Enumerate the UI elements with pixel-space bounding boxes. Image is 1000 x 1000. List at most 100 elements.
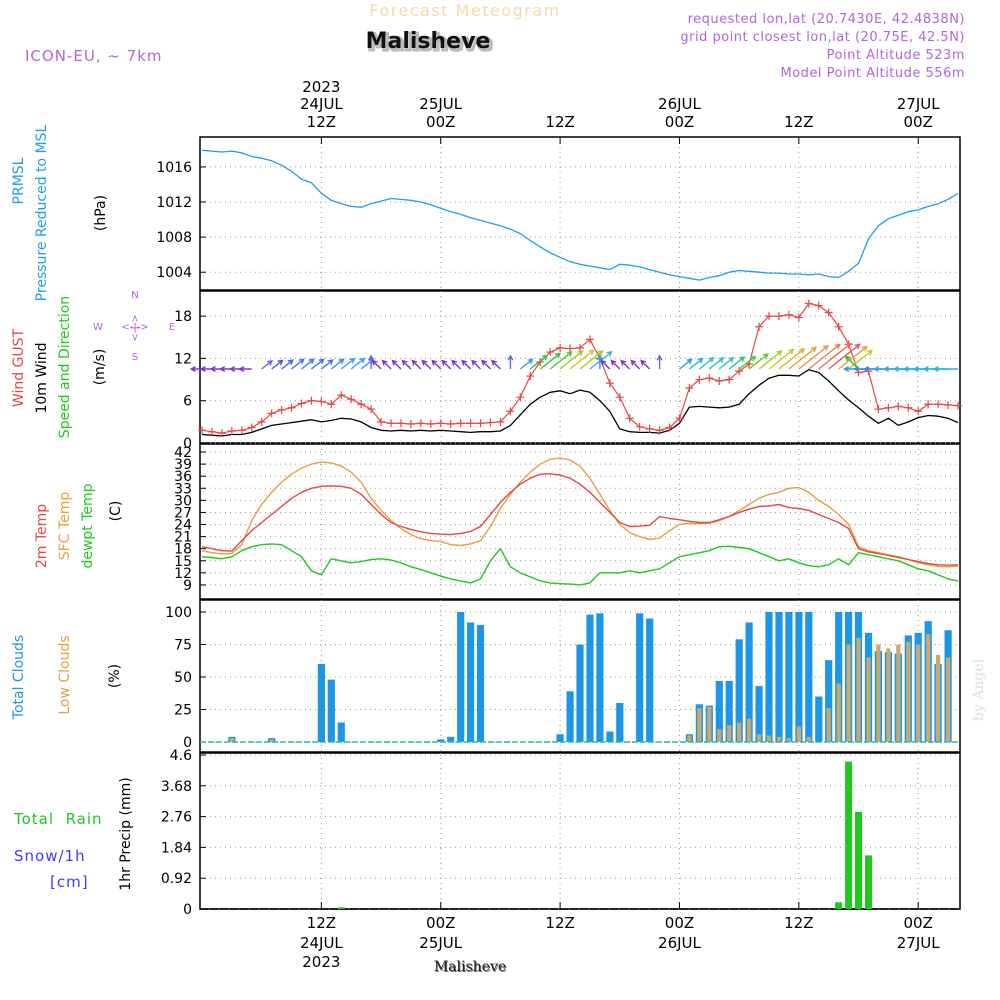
low-cloud-bar xyxy=(796,726,801,742)
y-tick-label: 21 xyxy=(174,530,192,546)
wind-direction-arrow xyxy=(688,357,704,370)
y-tick-label: 12 xyxy=(174,351,192,367)
gust-marker xyxy=(625,414,634,423)
y-tick-label: 6 xyxy=(183,394,192,410)
wind-direction-arrow xyxy=(471,359,481,370)
wind-direction-arrow xyxy=(679,358,693,370)
gridpoint-coords: grid point closest lon,lat (20.75E, 42.5… xyxy=(680,30,965,45)
gust-marker xyxy=(436,419,445,428)
y-tick-label: 9 xyxy=(183,578,192,594)
wind-direction-arrow xyxy=(301,358,315,370)
x-tick-label-top: 00Z xyxy=(426,113,455,131)
y-tick-label: 36 xyxy=(174,469,192,485)
gust-marker xyxy=(526,372,535,381)
model-altitude: Model Point Altitude 556m xyxy=(781,66,965,81)
gust-marker xyxy=(516,393,525,402)
x-tick-label-top: 00Z xyxy=(904,113,933,131)
wind-direction-arrow xyxy=(539,352,562,370)
wind-direction-arrow xyxy=(340,357,356,370)
low-cloud-bar xyxy=(836,683,841,742)
clouds-panel-frame xyxy=(199,599,961,753)
rain-bar xyxy=(337,907,345,909)
total-cloud-bar xyxy=(576,644,584,742)
t2m-line xyxy=(201,473,959,566)
gust-marker xyxy=(287,403,296,412)
low-cloud-bar xyxy=(776,736,782,742)
gust-marker xyxy=(944,400,953,409)
clouds-plot xyxy=(200,612,960,743)
pressure-plot xyxy=(201,149,959,281)
gust-marker xyxy=(396,419,405,428)
total-cloud-bar xyxy=(825,660,833,742)
x-tick-label-bottom: 12Z xyxy=(784,914,813,932)
precip-legend-rain: Total Rain xyxy=(13,810,103,828)
low-cloud-bar xyxy=(916,644,921,742)
wind-ylabel-3: Speed and Direction xyxy=(57,296,73,438)
gust-marker xyxy=(506,407,515,416)
low-cloud-bar xyxy=(826,708,831,742)
compass-w: W xyxy=(93,322,103,333)
low-cloud-bar xyxy=(687,735,692,742)
y-tick-label: 1016 xyxy=(156,160,192,176)
x-tick-label-top: 12Z xyxy=(307,113,336,131)
low-cloud-bar xyxy=(766,735,772,742)
low-cloud-bar xyxy=(747,718,752,742)
total-cloud-bar xyxy=(556,734,564,742)
gust-marker xyxy=(486,418,495,427)
gust-marker xyxy=(765,312,773,321)
total-cloud-bar xyxy=(735,639,743,742)
pressure-ylabel-1: PRMSL xyxy=(11,157,27,204)
gust-marker xyxy=(406,419,415,428)
x-tick-label-top: 12Z xyxy=(545,113,574,131)
total-cloud-bar xyxy=(437,739,445,742)
total-cloud-bar xyxy=(606,731,614,742)
rain-bar xyxy=(845,761,853,909)
gust-marker xyxy=(784,310,793,319)
gust-marker xyxy=(884,403,893,412)
gust-marker xyxy=(297,399,306,408)
compass-s: S xyxy=(132,352,138,363)
x-tick-label-top: 12Z xyxy=(784,113,813,131)
precip-plot xyxy=(200,761,960,910)
temperature-plot xyxy=(201,457,959,586)
y-tick-label: 1012 xyxy=(156,195,192,211)
gust-marker xyxy=(227,427,236,436)
gust-marker xyxy=(874,405,883,414)
y-tick-label: 12 xyxy=(174,566,192,582)
total-cloud-bar xyxy=(476,625,485,742)
temperature-panel-frame xyxy=(199,443,961,600)
compass-n: N xyxy=(131,290,138,301)
gust-marker xyxy=(257,417,266,426)
x-tick-label-bottom: 27JUL xyxy=(897,934,940,952)
gust-marker xyxy=(695,375,704,384)
footer-location-shadow: Malisheve xyxy=(435,960,507,976)
wind-direction-arrow xyxy=(431,359,442,370)
total-cloud-bar xyxy=(785,612,793,742)
low-cloud-bar xyxy=(269,739,274,742)
wind-direction-arrow xyxy=(559,350,584,370)
gust-marker xyxy=(904,403,913,412)
clouds-ylabel-1: Total Clouds xyxy=(11,635,27,720)
y-tick-label: 50 xyxy=(174,670,192,686)
total-cloud-bar xyxy=(765,612,773,742)
wind-direction-arrow xyxy=(271,359,284,370)
gust-marker xyxy=(377,417,386,426)
gust-marker xyxy=(675,414,684,423)
y-tick-label: 24 xyxy=(174,518,192,534)
wind-direction-arrow xyxy=(596,354,603,369)
gust-marker xyxy=(954,401,962,410)
total-cloud-bar xyxy=(795,612,803,742)
gust-marker xyxy=(217,429,226,438)
total-cloud-bar xyxy=(586,614,594,742)
wind-direction-arrow xyxy=(698,356,715,370)
x-tick-label-top: 26JUL xyxy=(658,95,701,113)
low-cloud-bar xyxy=(229,738,234,742)
gust-marker xyxy=(546,348,555,357)
precip-legend-snow-unit: [cm] xyxy=(50,873,89,891)
gust-marker xyxy=(387,419,395,428)
y-tick-label: 0.92 xyxy=(161,871,192,887)
gust-marker xyxy=(615,393,624,402)
low-cloud-bar xyxy=(717,729,722,742)
gust-marker xyxy=(894,402,903,411)
